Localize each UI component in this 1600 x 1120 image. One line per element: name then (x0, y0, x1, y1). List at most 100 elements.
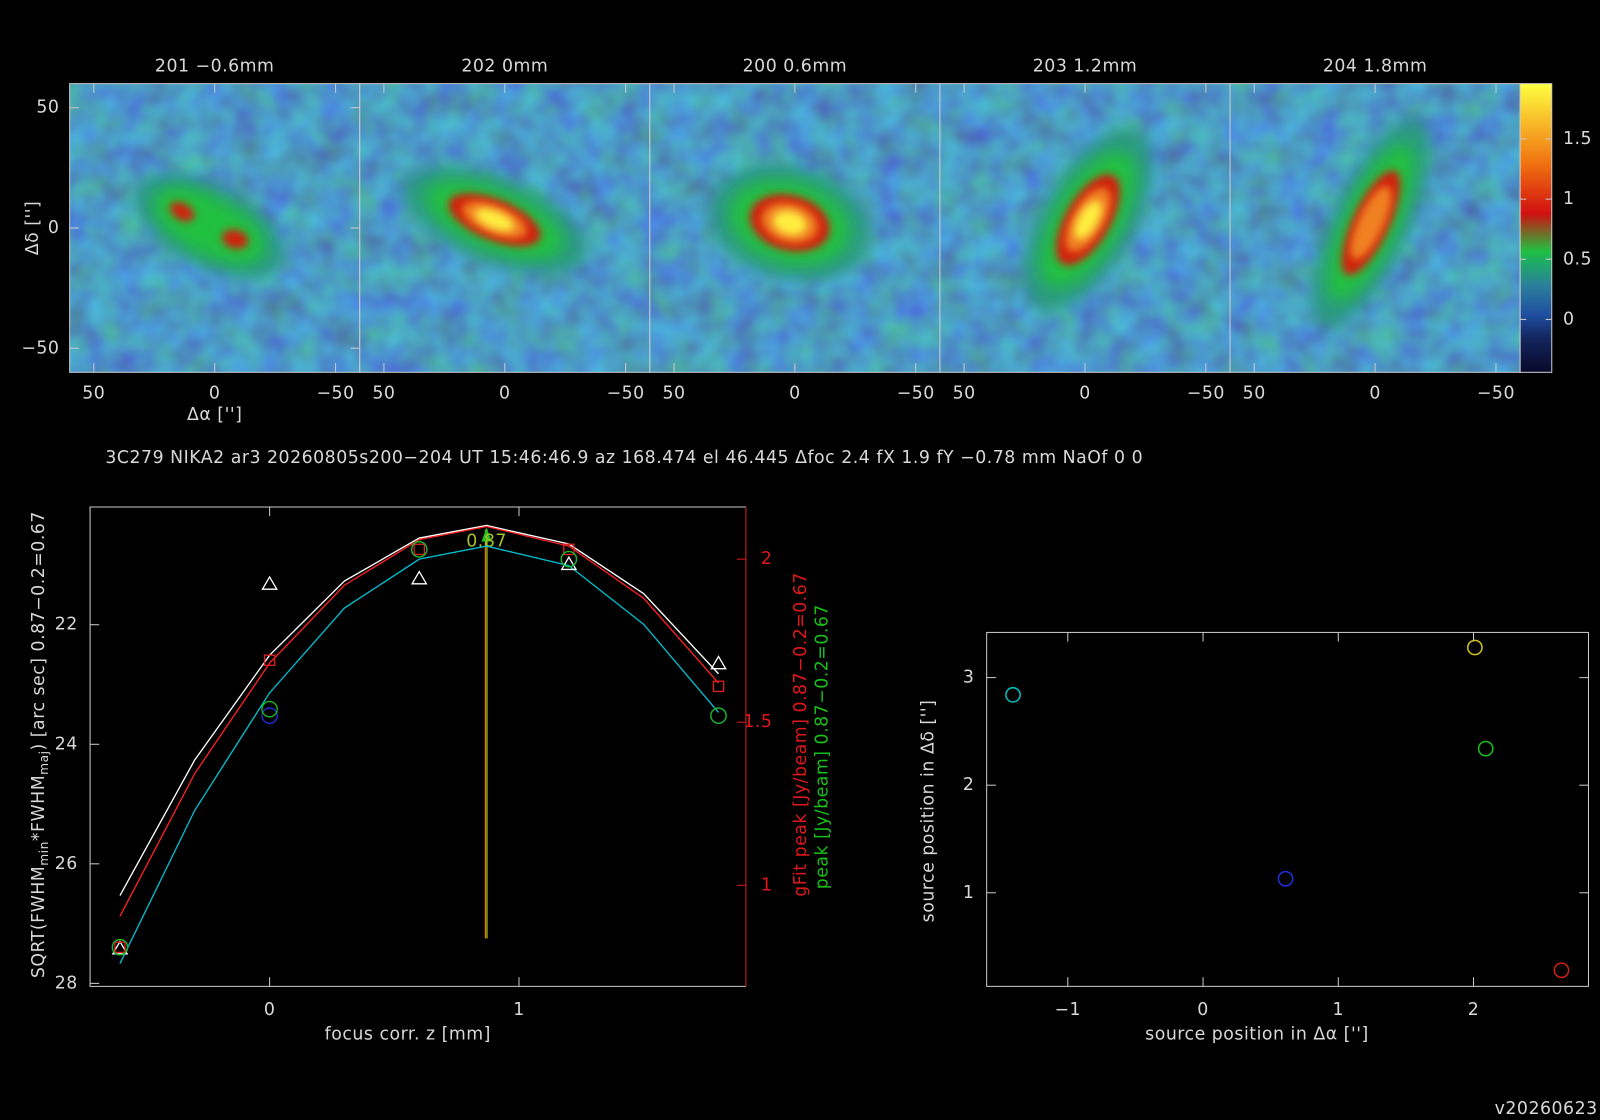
circle-marker (410, 541, 428, 558)
square-marker (563, 543, 575, 556)
scatter-point (1277, 870, 1294, 887)
heatmap-blob (475, 208, 514, 231)
heatmap (649, 83, 940, 373)
y-axis-label-part: min (37, 841, 51, 866)
x-tick-label: −50 (1187, 384, 1225, 404)
y3-axis-label: peak [Jy/beam] 0.87−0.2=0.67 (812, 604, 832, 889)
x-tick-label: 50 (662, 384, 685, 404)
y2-tick-label: 2 (761, 549, 773, 569)
y-axis-label: Δδ [''] (23, 201, 43, 256)
panel-title: 200 0.6mm (743, 56, 848, 76)
heatmap-blob (169, 201, 195, 222)
heatmap (359, 83, 650, 373)
y-axis-label: source position in Δδ [''] (919, 700, 939, 923)
circle-marker (710, 707, 727, 724)
x-tick-label: 0 (264, 1000, 276, 1020)
panel-title: 203 1.2mm (1033, 56, 1138, 76)
triangle-marker (710, 655, 727, 670)
triangle-marker (410, 570, 428, 585)
best-focus-label: 0.87 (466, 532, 507, 552)
colorbar (1519, 83, 1553, 373)
heatmap-blob (1074, 200, 1102, 239)
fit-curve (119, 525, 720, 917)
y-tick-label: 2 (963, 775, 975, 795)
x-tick-label: 50 (372, 384, 395, 404)
y-tick-label: 50 (36, 98, 59, 118)
info-line: 3C279 NIKA2 ar3 20260805s200−204 UT 15:4… (105, 448, 1143, 468)
x-tick-label: −50 (607, 384, 645, 404)
scatter-point (1005, 686, 1021, 703)
x-tick-label: −50 (1477, 384, 1515, 404)
fit-curve (119, 524, 719, 896)
square-marker (114, 941, 126, 954)
x-tick-label: 1 (513, 1000, 525, 1020)
circle-marker (261, 700, 278, 718)
y-tick-label: −50 (21, 338, 59, 358)
triangle-marker (560, 555, 578, 571)
y-axis-label: SQRT(FWHMmin*FWHMmaj) [arc sec] 0.87−0.2… (29, 511, 51, 978)
x-tick-label: 50 (82, 384, 105, 404)
y2-axis-label: gFit peak [Jy/beam] 0.87−0.2=0.67 (791, 572, 811, 897)
scatter-point (1466, 639, 1483, 656)
x-axis-label: focus corr. z [mm] (325, 1024, 491, 1044)
panel-title: 204 1.8mm (1323, 56, 1428, 76)
y-tick-label: 28 (55, 973, 78, 993)
square-marker (712, 680, 725, 693)
heatmap-blob (772, 210, 807, 235)
best-focus-arrow (481, 527, 492, 542)
x-tick-label: 50 (953, 384, 976, 404)
heatmap (69, 83, 360, 373)
circle-marker (111, 938, 129, 956)
x-tick-label: 1 (1333, 1000, 1345, 1020)
y2-tick-label: 1.5 (743, 712, 772, 732)
colorbar-tick-label: 1.5 (1563, 129, 1592, 149)
fit-curve (119, 545, 720, 964)
x-tick-label: −50 (897, 384, 935, 404)
triangle-marker (261, 575, 278, 590)
colorbar-tick-label: 0 (1563, 309, 1575, 329)
y-tick-label: 1 (963, 883, 975, 903)
x-tick-label: 2 (1468, 1000, 1480, 1020)
heatmap (939, 83, 1231, 373)
x-tick-label: 50 (1243, 384, 1266, 404)
square-marker (263, 654, 276, 667)
heatmap (1230, 83, 1521, 373)
y-axis-label-part: ) [arc sec] 0.87−0.2=0.67 (29, 511, 49, 750)
y-axis-label-part: SQRT(FWHM (29, 866, 49, 978)
x-tick-label: 0 (789, 384, 801, 404)
circle-marker (560, 550, 578, 568)
x-tick-label: 0 (1197, 1000, 1209, 1020)
y-tick-label: 24 (55, 734, 78, 754)
scatter-point (1553, 962, 1570, 979)
y-tick-label: 26 (55, 854, 78, 874)
x-tick-label: 0 (1079, 384, 1091, 404)
x-tick-label: 0 (499, 384, 511, 404)
y-axis-label-part: *FWHM (29, 775, 49, 841)
y-axis-label-part: maj (37, 750, 51, 774)
axis-frame (89, 506, 746, 987)
triangle-marker (111, 940, 129, 955)
colorbar-tick-label: 1 (1563, 189, 1575, 209)
x-axis-label: source position in Δα [''] (1145, 1024, 1369, 1044)
square-marker (413, 543, 426, 556)
heatmap-blob (222, 229, 249, 249)
panel-title: 202 0mm (461, 56, 548, 76)
heatmap-blob (1350, 186, 1392, 260)
y-tick-label: 3 (963, 668, 975, 688)
y-tick-label: 0 (48, 218, 60, 238)
y2-tick-label: 1 (761, 875, 773, 895)
x-tick-label: 0 (209, 384, 221, 404)
y-tick-label: 22 (55, 615, 78, 635)
x-tick-label: 0 (1369, 384, 1381, 404)
x-tick-label: −50 (317, 384, 355, 404)
circle-marker (261, 707, 278, 724)
version: v20260623 (1495, 1099, 1598, 1119)
x-tick-label: −1 (1055, 1000, 1082, 1020)
panel-title: 201 −0.6mm (155, 56, 275, 76)
scatter-point (1477, 740, 1494, 757)
axis-frame (986, 631, 1589, 987)
colorbar-tick-label: 0.5 (1563, 249, 1592, 269)
x-axis-label: Δα [''] (187, 405, 242, 425)
